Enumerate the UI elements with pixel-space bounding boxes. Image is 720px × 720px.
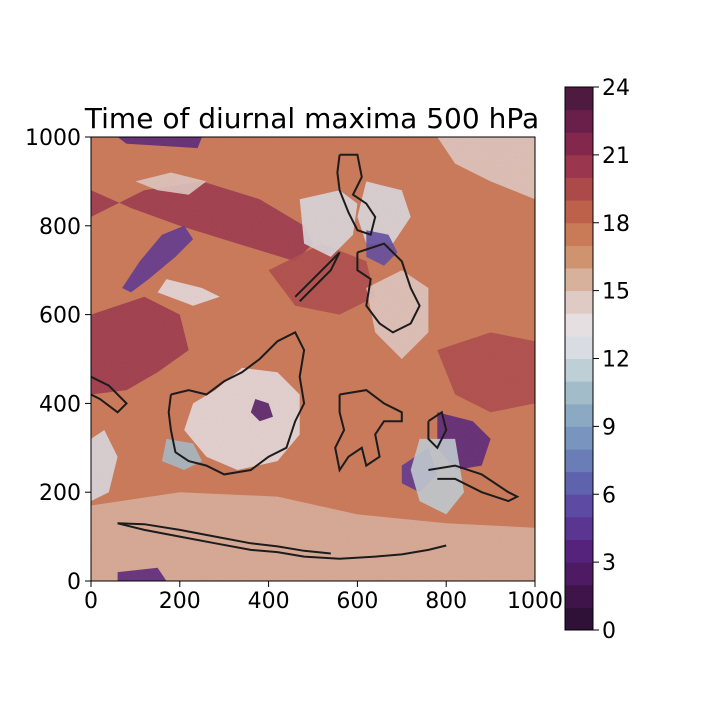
colorbar-tick-label: 21 bbox=[602, 144, 630, 169]
colorbar-level bbox=[565, 584, 593, 608]
colorbar-level bbox=[565, 268, 593, 292]
colorbar-level bbox=[565, 403, 593, 427]
colorbar-level bbox=[565, 426, 593, 450]
colorbar-level bbox=[565, 494, 593, 518]
colorbar-tick-label: 18 bbox=[602, 212, 630, 237]
colorbar-level bbox=[565, 607, 593, 631]
y-tick-label: 0 bbox=[67, 570, 81, 595]
colorbar-tick-label: 15 bbox=[602, 280, 630, 305]
x-tick-label: 0 bbox=[84, 589, 98, 614]
x-axis: 0 200 400 600 800 1000 bbox=[84, 581, 563, 614]
coastline bbox=[294, 251, 341, 303]
colorbar-level bbox=[565, 516, 593, 540]
y-tick-label: 200 bbox=[39, 481, 81, 506]
colorbar-level bbox=[565, 109, 593, 133]
x-tick-label: 800 bbox=[425, 589, 467, 614]
coastlines bbox=[91, 153, 520, 560]
colorbar-tick-label: 0 bbox=[602, 619, 616, 644]
colorbar-level bbox=[565, 471, 593, 495]
colorbar-ticks: 0 3 6 9 12 15 18 21 24 bbox=[593, 76, 630, 644]
y-tick-label: 1000 bbox=[25, 126, 81, 151]
colorbar-level bbox=[565, 200, 593, 224]
colorbar-level bbox=[565, 539, 593, 563]
coastline bbox=[427, 410, 448, 450]
x-tick-label: 1000 bbox=[507, 589, 563, 614]
heatmap-noise-overlay bbox=[91, 137, 535, 581]
colorbar-level bbox=[565, 132, 593, 156]
heatmap-plot-area bbox=[91, 137, 535, 581]
y-axis: 0 200 400 600 800 1000 bbox=[25, 126, 91, 595]
colorbar-level bbox=[565, 449, 593, 473]
colorbar-level bbox=[565, 245, 593, 269]
coastline bbox=[117, 522, 331, 555]
colorbar-level bbox=[565, 87, 593, 111]
coastline bbox=[428, 464, 520, 503]
colorbar-level bbox=[565, 381, 593, 405]
colorbar-tick-label: 3 bbox=[602, 551, 616, 576]
chart-title: Time of diurnal maxima 500 hPa bbox=[84, 102, 539, 135]
coastline bbox=[336, 153, 377, 236]
x-tick-label: 600 bbox=[336, 589, 378, 614]
x-tick-label: 400 bbox=[248, 589, 290, 614]
y-tick-label: 400 bbox=[39, 392, 81, 417]
colorbar-tick-label: 6 bbox=[602, 483, 616, 508]
colorbar-level bbox=[565, 222, 593, 246]
colorbar-level bbox=[565, 154, 593, 178]
colorbar-tick-label: 24 bbox=[602, 76, 630, 101]
colorbar-level bbox=[565, 335, 593, 359]
coastline bbox=[91, 375, 128, 414]
colorbar-level bbox=[565, 562, 593, 586]
plot-frame bbox=[90, 136, 536, 582]
coastline bbox=[334, 389, 403, 473]
colorbar-tick-label: 12 bbox=[602, 348, 630, 373]
x-tick-label: 200 bbox=[159, 589, 201, 614]
colorbar bbox=[564, 86, 594, 631]
coastline bbox=[356, 242, 421, 334]
colorbar-level bbox=[565, 290, 593, 314]
y-tick-label: 600 bbox=[39, 304, 81, 329]
coastline bbox=[117, 522, 447, 560]
coastline bbox=[167, 331, 306, 476]
colorbar-level bbox=[565, 177, 593, 201]
y-tick-label: 800 bbox=[39, 215, 81, 240]
colorbar-level bbox=[565, 358, 593, 382]
colorbar-tick-label: 9 bbox=[602, 415, 616, 440]
colorbar-level bbox=[565, 313, 593, 337]
